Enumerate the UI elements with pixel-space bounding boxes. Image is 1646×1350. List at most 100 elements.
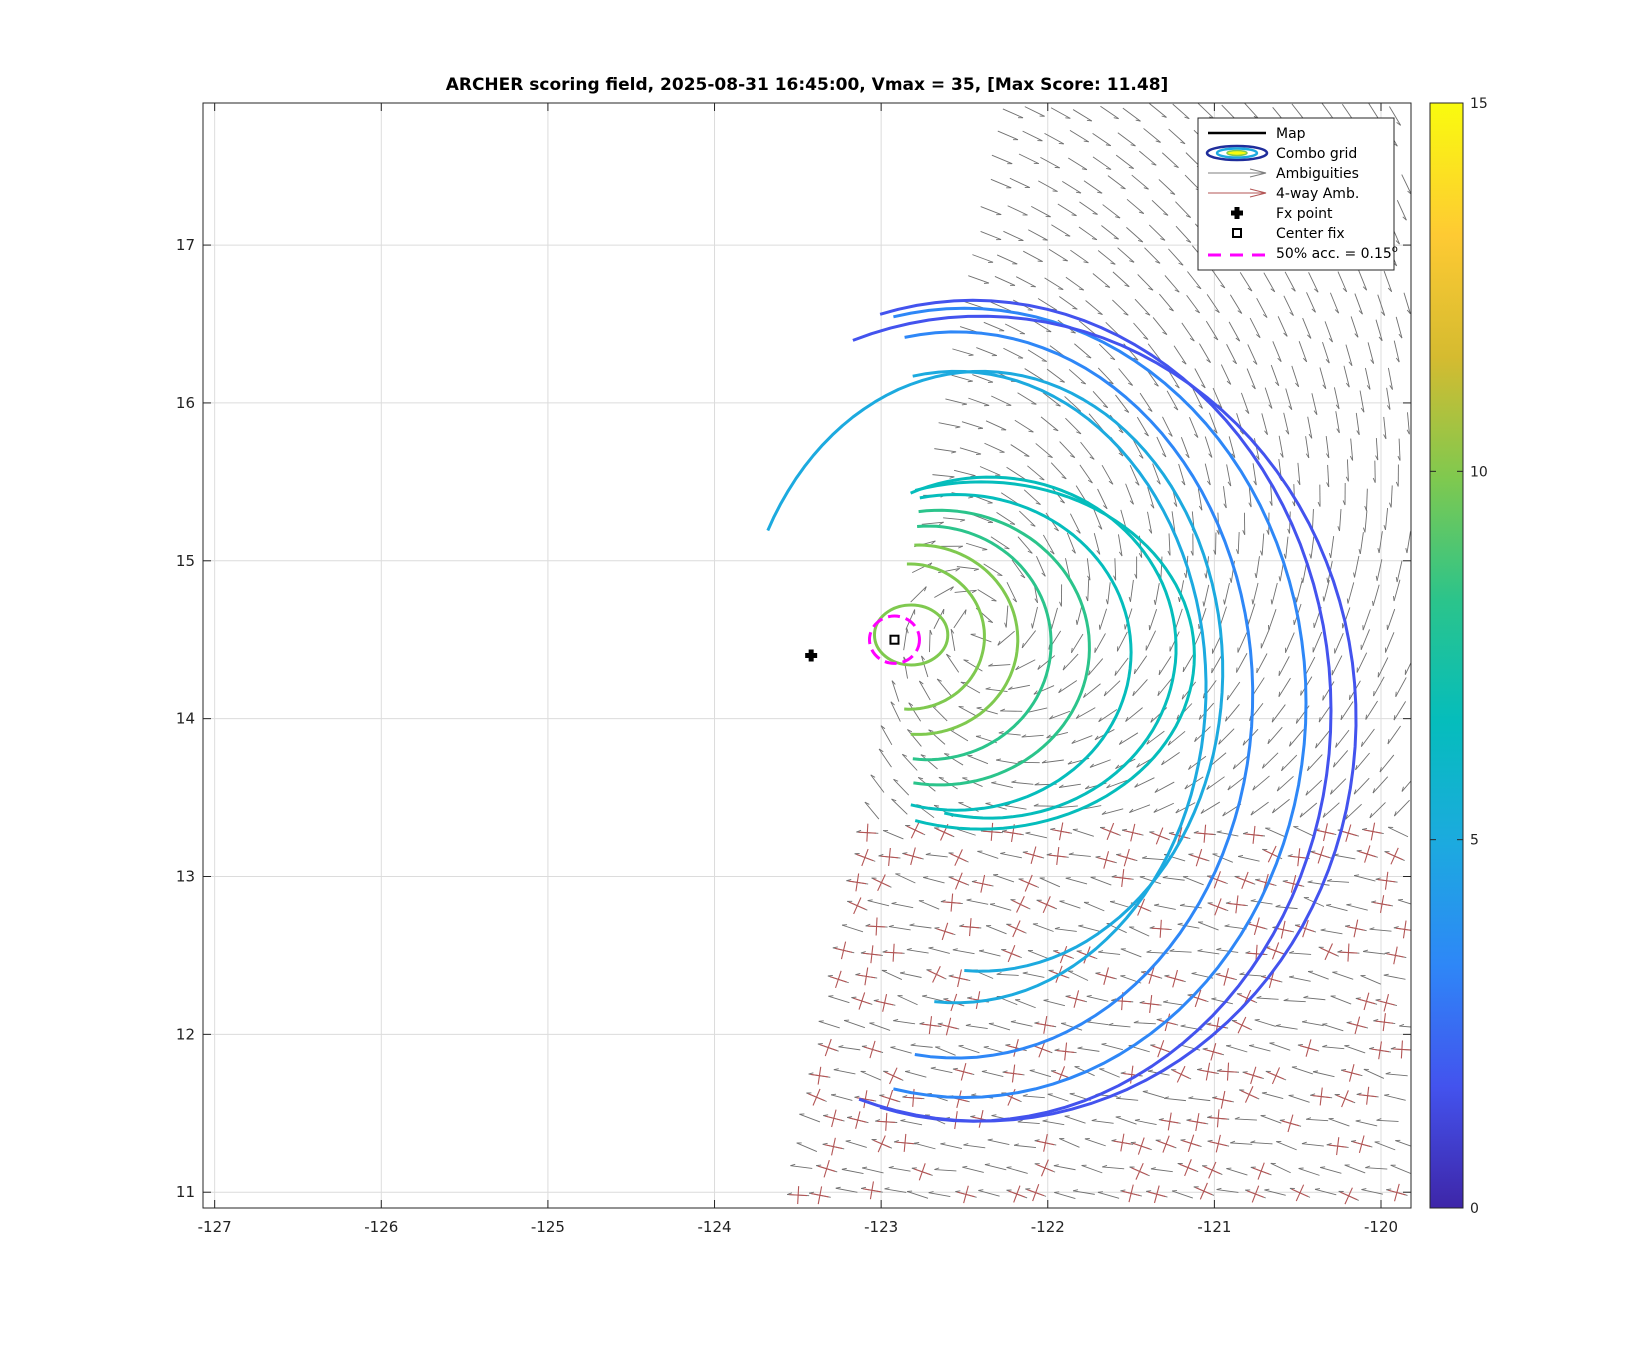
ambiguity-arrow-head	[890, 701, 895, 706]
ambiguity-arrow-head	[1395, 481, 1399, 487]
ambiguity-arrow	[1031, 205, 1051, 218]
ambiguity-arrow-head	[1000, 852, 1006, 854]
ambiguity-arrow-head	[1402, 216, 1407, 221]
ambiguity-arrow-head	[950, 586, 954, 591]
ambiguity-arrow-head	[1383, 434, 1387, 440]
ambiguity-arrow-head	[1164, 974, 1170, 977]
ambiguity-arrow-head	[1198, 404, 1203, 409]
ambiguity-arrow-head	[1077, 1046, 1083, 1049]
ambiguity-arrow	[1228, 436, 1236, 458]
ambiguity-arrow-head	[1088, 670, 1091, 676]
ambiguity-arrow-head	[1193, 830, 1199, 834]
ambiguity-arrow	[1075, 707, 1096, 719]
ambiguity-arrow-head	[1076, 431, 1082, 435]
ambiguity-arrow-head	[1010, 1020, 1016, 1023]
ambiguity-arrow	[938, 776, 958, 790]
ambiguity-arrow-head	[928, 946, 934, 949]
ambiguity-arrow-head	[1143, 336, 1149, 340]
ambiguity-arrow	[1037, 655, 1056, 670]
ambiguity-arrow-head	[1387, 739, 1390, 745]
ambiguity-arrow	[1229, 294, 1243, 314]
ambiguity-arrow	[841, 1168, 864, 1174]
four-way-ambiguity-arrow	[1199, 1069, 1217, 1074]
ambiguity-arrow-head	[1309, 553, 1312, 559]
ambiguity-arrow-head	[1158, 669, 1161, 675]
ambiguity-arrow	[891, 798, 908, 815]
ambiguity-arrow	[1078, 226, 1098, 241]
ambiguity-arrow-head	[1163, 1000, 1169, 1003]
ambiguity-arrow	[1032, 319, 1052, 333]
ambiguity-arrow-head	[1307, 334, 1312, 339]
ambiguity-arrow	[1395, 1140, 1411, 1147]
fix-markers	[805, 614, 921, 665]
ambiguity-arrow-head	[1103, 505, 1108, 510]
ambiguity-arrow-head	[1173, 165, 1179, 168]
ambiguity-arrow-head	[1054, 926, 1060, 930]
ambiguity-arrow-head	[1065, 235, 1071, 237]
ambiguity-arrow-head	[984, 1163, 990, 1165]
ambiguity-arrow-head	[1208, 453, 1213, 458]
ambiguity-arrow	[1051, 224, 1071, 237]
ambiguity-arrow-head	[828, 995, 834, 997]
ambiguity-arrow	[953, 469, 976, 477]
ambiguity-arrow	[1399, 1025, 1411, 1028]
ambiguity-arrow-head	[1280, 453, 1284, 458]
ambiguity-arrow-head	[1054, 527, 1059, 532]
ambiguity-arrow-head	[1279, 1119, 1285, 1121]
ambiguity-arrow	[1393, 701, 1407, 721]
ambiguity-arrow	[1031, 606, 1038, 629]
ambiguity-arrow-head	[1155, 260, 1161, 264]
ambiguity-arrow-head	[1307, 880, 1313, 883]
ambiguity-arrow-head	[1231, 453, 1236, 458]
ambiguity-arrow	[1109, 901, 1132, 909]
ambiguity-arrow	[968, 397, 990, 406]
ambiguity-arrow-head	[973, 568, 979, 572]
ambiguity-arrow	[1333, 387, 1340, 409]
legend-contour-swatch	[1215, 147, 1259, 159]
ambiguity-arrow	[1106, 779, 1128, 789]
ambiguity-arrow-head	[854, 1095, 860, 1098]
fx-point-marker	[805, 649, 818, 662]
accuracy-circle	[867, 614, 921, 665]
ambiguity-arrow	[1168, 248, 1184, 266]
four-way-ambiguity-arrow	[957, 1191, 975, 1198]
four-way-ambiguity-arrow	[1320, 947, 1337, 956]
ambiguity-arrow	[1065, 276, 1085, 291]
four-way-ambiguity-arrow	[880, 855, 899, 859]
ambiguity-arrow-head	[1301, 1141, 1307, 1145]
ambiguity-arrow-head	[1381, 311, 1386, 316]
four-way-ambiguity-arrow	[867, 925, 886, 928]
ambiguity-arrow	[1285, 536, 1289, 559]
ambiguity-arrow-head	[997, 574, 1003, 577]
ambiguity-arrow-head	[1236, 549, 1239, 555]
ambiguity-arrow-head	[1365, 1165, 1371, 1169]
ambiguity-arrow-head	[1027, 550, 1033, 554]
ambiguity-arrow	[1033, 685, 1055, 695]
four-way-ambiguity-arrow	[954, 1069, 973, 1075]
ambiguity-arrow-head	[1065, 995, 1071, 997]
ambiguity-arrow-head	[970, 1115, 976, 1118]
ambiguity-arrow	[958, 1045, 980, 1054]
ambiguity-arrow	[1015, 276, 1036, 288]
four-way-ambiguity-arrow	[1209, 1117, 1228, 1120]
ambiguity-arrow	[1395, 316, 1403, 339]
ambiguity-arrow-head	[1087, 479, 1093, 484]
ambiguity-arrow-head	[1091, 1118, 1097, 1121]
ambiguity-arrow-head	[1176, 714, 1179, 720]
four-way-ambiguity-arrow	[1024, 852, 1043, 859]
ambiguity-arrow-head	[1356, 430, 1360, 436]
ambiguity-arrow	[1270, 364, 1280, 386]
ambiguity-arrow-head	[1194, 736, 1197, 742]
ambiguity-arrow	[1125, 483, 1134, 505]
ambiguity-arrow	[1254, 1019, 1276, 1027]
ambiguity-arrow	[1059, 783, 1081, 788]
ambiguity-arrow	[1125, 707, 1143, 722]
four-way-ambiguity-arrow	[1056, 1050, 1075, 1053]
ambiguity-arrow	[790, 1165, 813, 1169]
ambiguity-arrow-head	[1326, 577, 1329, 583]
ambiguity-arrow	[1288, 1095, 1310, 1103]
ambiguity-arrow	[1061, 1022, 1083, 1031]
ambiguity-arrow	[1162, 877, 1185, 881]
ambiguity-arrow-head	[1009, 523, 1016, 525]
ambiguity-arrow	[1278, 656, 1290, 676]
